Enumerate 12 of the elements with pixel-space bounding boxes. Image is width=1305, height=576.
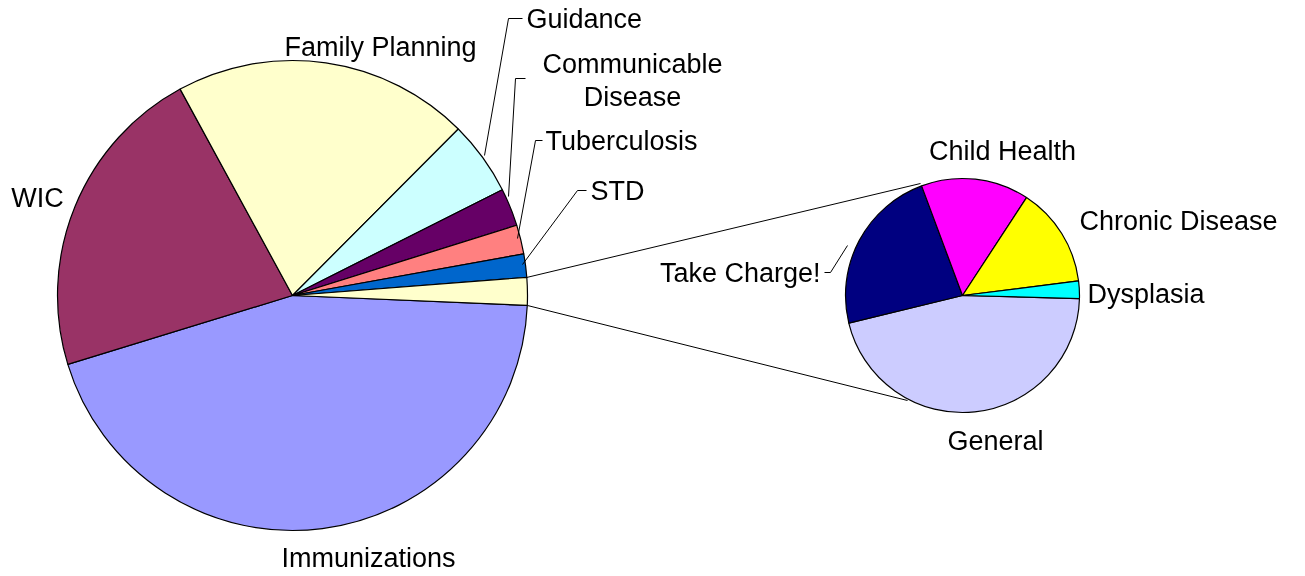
slice-label: Guidance bbox=[526, 3, 643, 34]
slice-label: Tuberculosis bbox=[545, 125, 698, 156]
slice-label: Chronic Disease bbox=[1079, 205, 1278, 236]
slice-label: Take Charge! bbox=[659, 257, 821, 288]
slice-label: General bbox=[947, 425, 1044, 456]
slice-label: Family Planning bbox=[284, 31, 477, 62]
slice-label: Child Health bbox=[928, 135, 1077, 166]
slice-label: Communicable Disease bbox=[542, 49, 723, 112]
slice-label: Dysplasia bbox=[1087, 278, 1206, 309]
slice-label: Immunizations bbox=[281, 542, 456, 573]
slice-label: STD bbox=[590, 175, 645, 206]
slice-label: WIC bbox=[11, 182, 64, 213]
